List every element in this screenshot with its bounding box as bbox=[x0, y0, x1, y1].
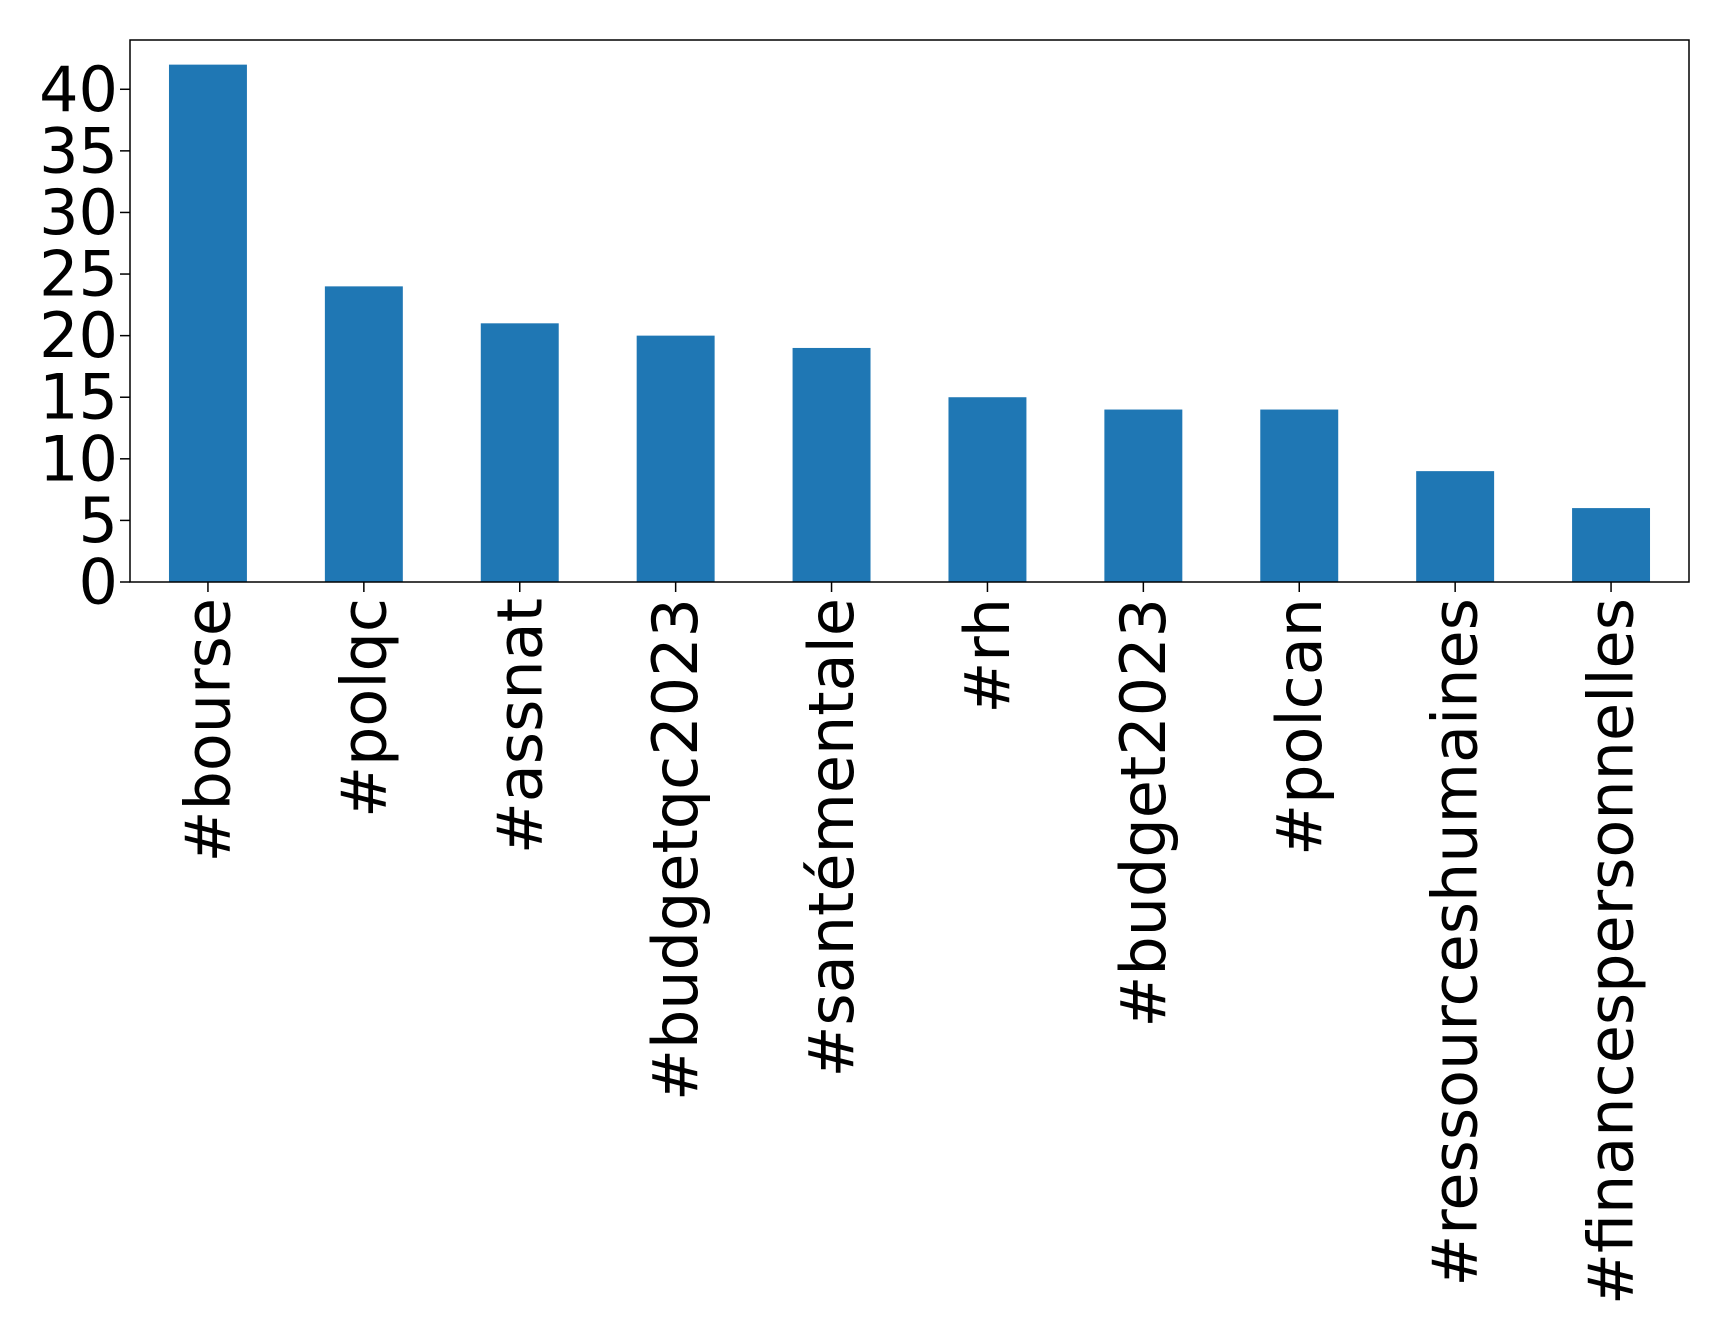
x-tick-label-7: #polcan bbox=[1263, 598, 1336, 856]
bar-2 bbox=[480, 323, 559, 582]
y-tick-label-7: 35 bbox=[39, 114, 118, 187]
y-tick-label-3: 15 bbox=[39, 361, 118, 434]
x-tick-label-5: #rh bbox=[951, 598, 1024, 714]
bar-6 bbox=[1104, 409, 1183, 582]
x-tick-label-0: #bourse bbox=[171, 598, 244, 862]
y-tick-label-8: 40 bbox=[39, 53, 118, 126]
x-axis: #bourse #polqc #assnat #budgetqc2023 #santém… bbox=[171, 582, 1648, 1305]
bar-0 bbox=[168, 64, 247, 583]
x-tick-label-8: #ressourceshumaines bbox=[1419, 598, 1492, 1287]
y-tick-label-1: 5 bbox=[79, 484, 118, 557]
plot-frame bbox=[129, 39, 1690, 583]
bars-group bbox=[168, 64, 1651, 583]
x-tick-label-6: #budget2023 bbox=[1107, 598, 1180, 1028]
y-tick-label-6: 30 bbox=[39, 176, 118, 249]
y-tick-label-0: 0 bbox=[79, 546, 118, 619]
y-tick-label-4: 20 bbox=[39, 299, 118, 372]
x-tick-label-1: #polqc bbox=[327, 598, 400, 818]
x-tick-label-3: #budgetqc2023 bbox=[639, 598, 712, 1101]
x-tick-label-4: #santémentale bbox=[795, 598, 868, 1078]
bar-7 bbox=[1260, 409, 1339, 582]
bar-5 bbox=[948, 397, 1027, 582]
y-tick-label-2: 10 bbox=[39, 422, 118, 495]
bar-3 bbox=[636, 335, 715, 582]
bar-4 bbox=[792, 347, 871, 582]
bar-8 bbox=[1416, 471, 1495, 582]
y-tick-label-5: 25 bbox=[39, 238, 118, 311]
bar-9 bbox=[1572, 508, 1651, 582]
bar-1 bbox=[324, 286, 403, 582]
x-tick-label-2: #assnat bbox=[483, 598, 556, 854]
x-tick-label-9: #financespersonnelles bbox=[1575, 598, 1648, 1305]
